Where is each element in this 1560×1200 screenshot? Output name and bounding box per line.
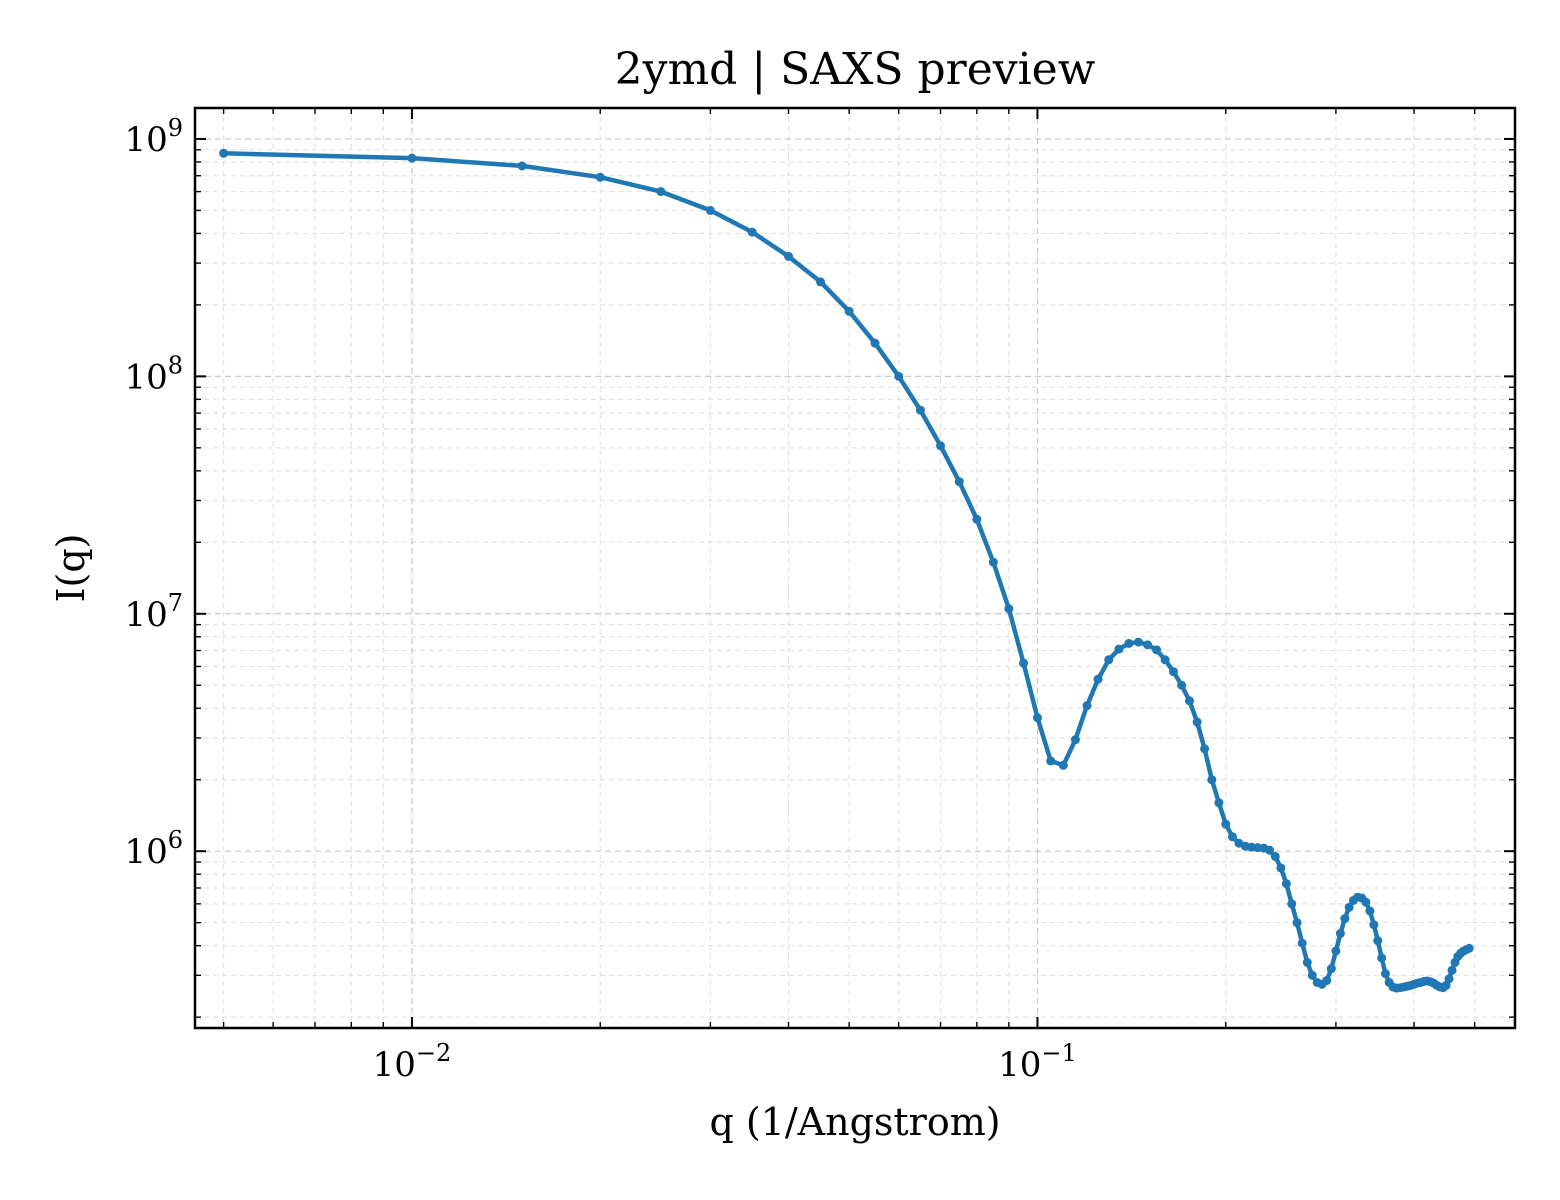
data-point <box>1270 851 1280 861</box>
data-point <box>1152 645 1162 655</box>
data-point <box>1133 637 1143 647</box>
data-point <box>1340 914 1350 924</box>
grid <box>195 108 1515 1028</box>
data-point <box>1365 906 1375 916</box>
data-point <box>1046 756 1056 766</box>
data-point <box>936 441 946 451</box>
data-point <box>1297 938 1307 948</box>
data-point <box>1070 735 1080 745</box>
data-point <box>1369 920 1379 930</box>
data-point <box>1019 658 1029 668</box>
data-point <box>1322 976 1332 986</box>
data-point <box>219 148 229 158</box>
y-tick-label: 106 <box>124 826 183 872</box>
data-point <box>1265 845 1275 855</box>
data-point <box>1207 775 1217 785</box>
data-point <box>915 405 925 415</box>
data-point <box>784 251 794 261</box>
data-point <box>1326 964 1336 974</box>
data-point <box>1331 946 1341 956</box>
data-point <box>816 277 826 287</box>
data-point <box>1302 957 1312 967</box>
data-point <box>894 371 904 381</box>
data-point <box>1192 717 1202 727</box>
data-point <box>1004 604 1014 614</box>
y-tick-label: 107 <box>124 589 183 635</box>
data-point <box>988 557 998 567</box>
data-point <box>1377 953 1387 963</box>
y-tick-label: 108 <box>124 351 183 397</box>
x-tick-label: 10−2 <box>373 1039 452 1085</box>
data-point <box>1058 760 1068 770</box>
x-axis-label: q (1/Angstrom) <box>709 1100 1000 1144</box>
data-point <box>747 227 757 237</box>
data-point <box>1447 965 1457 975</box>
data-point <box>1373 936 1383 946</box>
data-point <box>1464 943 1474 953</box>
y-tick-label: 109 <box>124 114 183 160</box>
data-point <box>656 187 666 197</box>
data-point <box>1227 832 1237 842</box>
data-point <box>1221 819 1231 829</box>
data-point <box>1184 696 1194 706</box>
data-point <box>1200 744 1210 754</box>
data-point <box>844 306 854 316</box>
data-point <box>972 514 982 524</box>
data-point <box>705 205 715 215</box>
plot-frame <box>193 106 1517 1030</box>
data-point <box>1214 798 1224 808</box>
tick-labels: 10−2 10−1 106 107 108 109 <box>124 114 1076 1085</box>
data-point <box>1104 655 1114 665</box>
data-point <box>1444 974 1454 984</box>
data-point <box>870 338 880 348</box>
data-point <box>1292 918 1302 928</box>
data-point <box>1032 713 1042 723</box>
data-point <box>1307 970 1317 980</box>
data-point <box>407 153 417 163</box>
data-point <box>1168 667 1178 677</box>
data-point <box>1160 655 1170 665</box>
data-point <box>1177 680 1187 690</box>
data-point <box>1361 897 1371 907</box>
axis-ticks <box>195 108 1515 1028</box>
data-point <box>1124 638 1134 648</box>
data-point <box>1276 863 1286 873</box>
data-point <box>1344 902 1354 912</box>
data-point <box>1287 899 1297 909</box>
series <box>219 148 1474 993</box>
y-axis-label: I(q) <box>49 534 93 603</box>
data-point <box>1082 701 1092 711</box>
data-point <box>1380 969 1390 979</box>
data-point <box>517 161 527 171</box>
data-point <box>1335 929 1345 939</box>
data-point <box>1143 640 1153 650</box>
data-point <box>595 172 605 182</box>
data-point <box>1093 674 1103 684</box>
chart-title: 2ymd | SAXS preview <box>615 44 1096 95</box>
series-line <box>221 151 1472 991</box>
data-point <box>954 477 964 487</box>
data-point <box>1114 644 1124 654</box>
data-point <box>1281 879 1291 889</box>
x-tick-label: 10−1 <box>998 1039 1077 1085</box>
